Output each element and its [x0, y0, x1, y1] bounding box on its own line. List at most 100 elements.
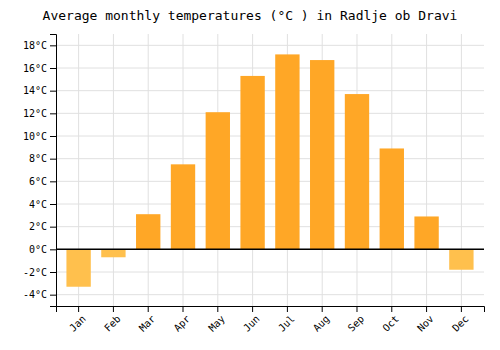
y-tick-label: -4°C	[23, 289, 47, 300]
grid-line	[148, 34, 149, 306]
y-tick-mark	[50, 272, 56, 273]
y-tick-label: 6°C	[29, 176, 47, 187]
x-tick-mark	[356, 306, 357, 312]
y-tick: 0°C	[29, 244, 56, 255]
y-tick: -4°C	[23, 289, 56, 300]
x-tick-label: Aug	[311, 313, 332, 334]
y-tick-label: 10°C	[23, 131, 47, 142]
x-tick-mark	[426, 306, 427, 312]
bar	[240, 76, 264, 249]
y-tick-label: 2°C	[29, 221, 47, 232]
y-tick: 10°C	[23, 131, 56, 142]
bar	[101, 249, 125, 257]
x-tick-mark	[78, 306, 79, 312]
title: Average monthly temperatures (°C ) in Ra…	[43, 8, 458, 23]
x-tick: Jan	[67, 306, 88, 334]
y-tick-label: 0°C	[29, 244, 47, 255]
x-tick-mark	[252, 306, 253, 312]
x-tick-label: Jul	[276, 313, 297, 334]
x-tick-label: Sep	[346, 313, 367, 334]
bars	[66, 54, 473, 286]
y-tick-label: 12°C	[23, 108, 47, 119]
grid-line	[56, 68, 484, 69]
x-tick: Sep	[346, 306, 367, 334]
y-tick-label: 18°C	[23, 40, 47, 51]
y-tick-label: 16°C	[23, 63, 47, 74]
grid-line	[56, 90, 484, 91]
x-tick-mark	[113, 306, 114, 312]
y-tick-mark	[50, 295, 56, 296]
x-tick-mark	[391, 306, 392, 312]
x-tick-label: Nov	[415, 313, 436, 334]
x-tick: Mar	[137, 306, 158, 334]
y-tick-mark	[50, 136, 56, 137]
y-tick-label: 4°C	[29, 199, 47, 210]
y-tick-mark	[50, 159, 56, 160]
y-tick: 14°C	[23, 85, 56, 96]
y-tick-mark	[50, 68, 56, 69]
x-tick: Jul	[276, 306, 297, 334]
x-tick: Dec	[450, 306, 471, 334]
grid-line	[56, 136, 484, 137]
x-tick: Feb	[102, 306, 123, 334]
grid-line	[56, 113, 484, 114]
y-tick: 18°C	[23, 40, 56, 51]
grid-line	[56, 158, 484, 159]
x-tick-label: Jun	[241, 313, 262, 334]
x-tick-label: Mar	[137, 313, 158, 334]
x-tick-mark	[183, 306, 184, 312]
y-axis-line	[50, 35, 57, 307]
x-tick: Aug	[311, 306, 332, 334]
x-tick: Oct	[380, 306, 401, 334]
x-tick-label: Dec	[450, 313, 471, 334]
bar	[171, 164, 195, 249]
grid-line	[56, 294, 484, 295]
y-tick: 16°C	[23, 63, 56, 74]
y-tick: -2°C	[23, 267, 56, 278]
y-tick-label: 8°C	[29, 153, 47, 164]
x-tick-label: Apr	[172, 313, 193, 334]
x-axis-line	[57, 307, 485, 313]
y-tick: 12°C	[23, 108, 56, 119]
x-tick-mark	[461, 306, 462, 312]
x-tick-mark	[322, 306, 323, 312]
grid-line	[56, 45, 484, 46]
grid-line	[113, 34, 114, 306]
y-tick-mark	[50, 249, 56, 250]
y-tick-mark	[50, 113, 56, 114]
bar	[275, 54, 299, 249]
x-tick-label: Feb	[102, 313, 123, 334]
y-tick-label: 14°C	[23, 85, 47, 96]
grid-line	[56, 204, 484, 205]
grid-line	[56, 272, 484, 273]
x-axis: Jan Feb Mar Apr May Jun Jul Aug Sep Oct Nov Dec	[57, 306, 485, 334]
y-tick-mark	[50, 181, 56, 182]
bar	[414, 216, 438, 249]
x-tick-label: May	[206, 313, 227, 334]
y-tick-mark	[50, 45, 56, 46]
zero-line	[56, 249, 484, 251]
x-tick-mark	[287, 306, 288, 312]
bar	[380, 148, 404, 249]
x-tick: Jun	[241, 306, 262, 334]
grid-line	[56, 181, 484, 182]
bar	[206, 112, 230, 249]
plot: -4°C -2°C 0°C 2°C 4°C 6°C 8°C 10°C 12°C 14°C 16°C 1…	[23, 34, 485, 334]
y-axis: -4°C -2°C 0°C 2°C 4°C 6°C 8°C 10°C 12°C 14°C 16°C 1…	[23, 35, 57, 307]
y-tick: 4°C	[29, 199, 56, 210]
x-tick: Apr	[172, 306, 193, 334]
y-tick-mark	[50, 204, 56, 205]
y-tick: 8°C	[29, 153, 56, 164]
grid-line	[56, 249, 484, 250]
bar	[66, 249, 90, 286]
x-tick-mark	[217, 306, 218, 312]
x-tick: Nov	[415, 306, 436, 334]
chart: -4°C -2°C 0°C 2°C 4°C 6°C 8°C 10°C 12°C 14°C 16°C 1…	[0, 0, 500, 350]
y-tick-mark	[50, 91, 56, 92]
bar	[136, 214, 160, 249]
x-tick-label: Jan	[67, 313, 88, 334]
y-tick: 2°C	[29, 221, 56, 232]
bar	[449, 249, 473, 269]
y-tick: 6°C	[29, 176, 56, 187]
y-tick-mark	[50, 227, 56, 228]
